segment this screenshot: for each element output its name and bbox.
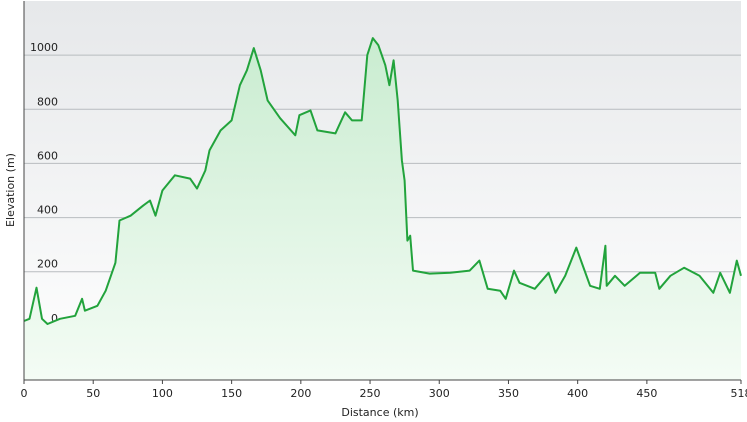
y-tick-label: 1000 — [30, 41, 58, 54]
x-tick-label: 150 — [221, 387, 242, 400]
x-axis-label: Distance (km) — [341, 406, 418, 419]
x-tick-label: 50 — [86, 387, 100, 400]
y-tick-label: 0 — [51, 312, 58, 325]
x-tick-label: 200 — [290, 387, 311, 400]
x-tick-label: 300 — [429, 387, 450, 400]
elevation-line — [23, 37, 742, 325]
y-tick-label: 800 — [37, 95, 58, 108]
x-tick-label: 100 — [152, 387, 173, 400]
y-tick-label: 400 — [37, 204, 58, 217]
elevation-area — [24, 38, 741, 380]
y-axis-label: Elevation (m) — [4, 153, 17, 227]
y-tick-label: 200 — [37, 258, 58, 271]
x-tick-label: 450 — [636, 387, 657, 400]
x-tick-label: 0 — [21, 387, 28, 400]
x-tick-label: 250 — [360, 387, 381, 400]
x-tick-label: 400 — [567, 387, 588, 400]
x-tick-label: 518 — [731, 387, 747, 400]
y-tick-label: 600 — [37, 149, 58, 162]
x-tick-label: 350 — [498, 387, 519, 400]
